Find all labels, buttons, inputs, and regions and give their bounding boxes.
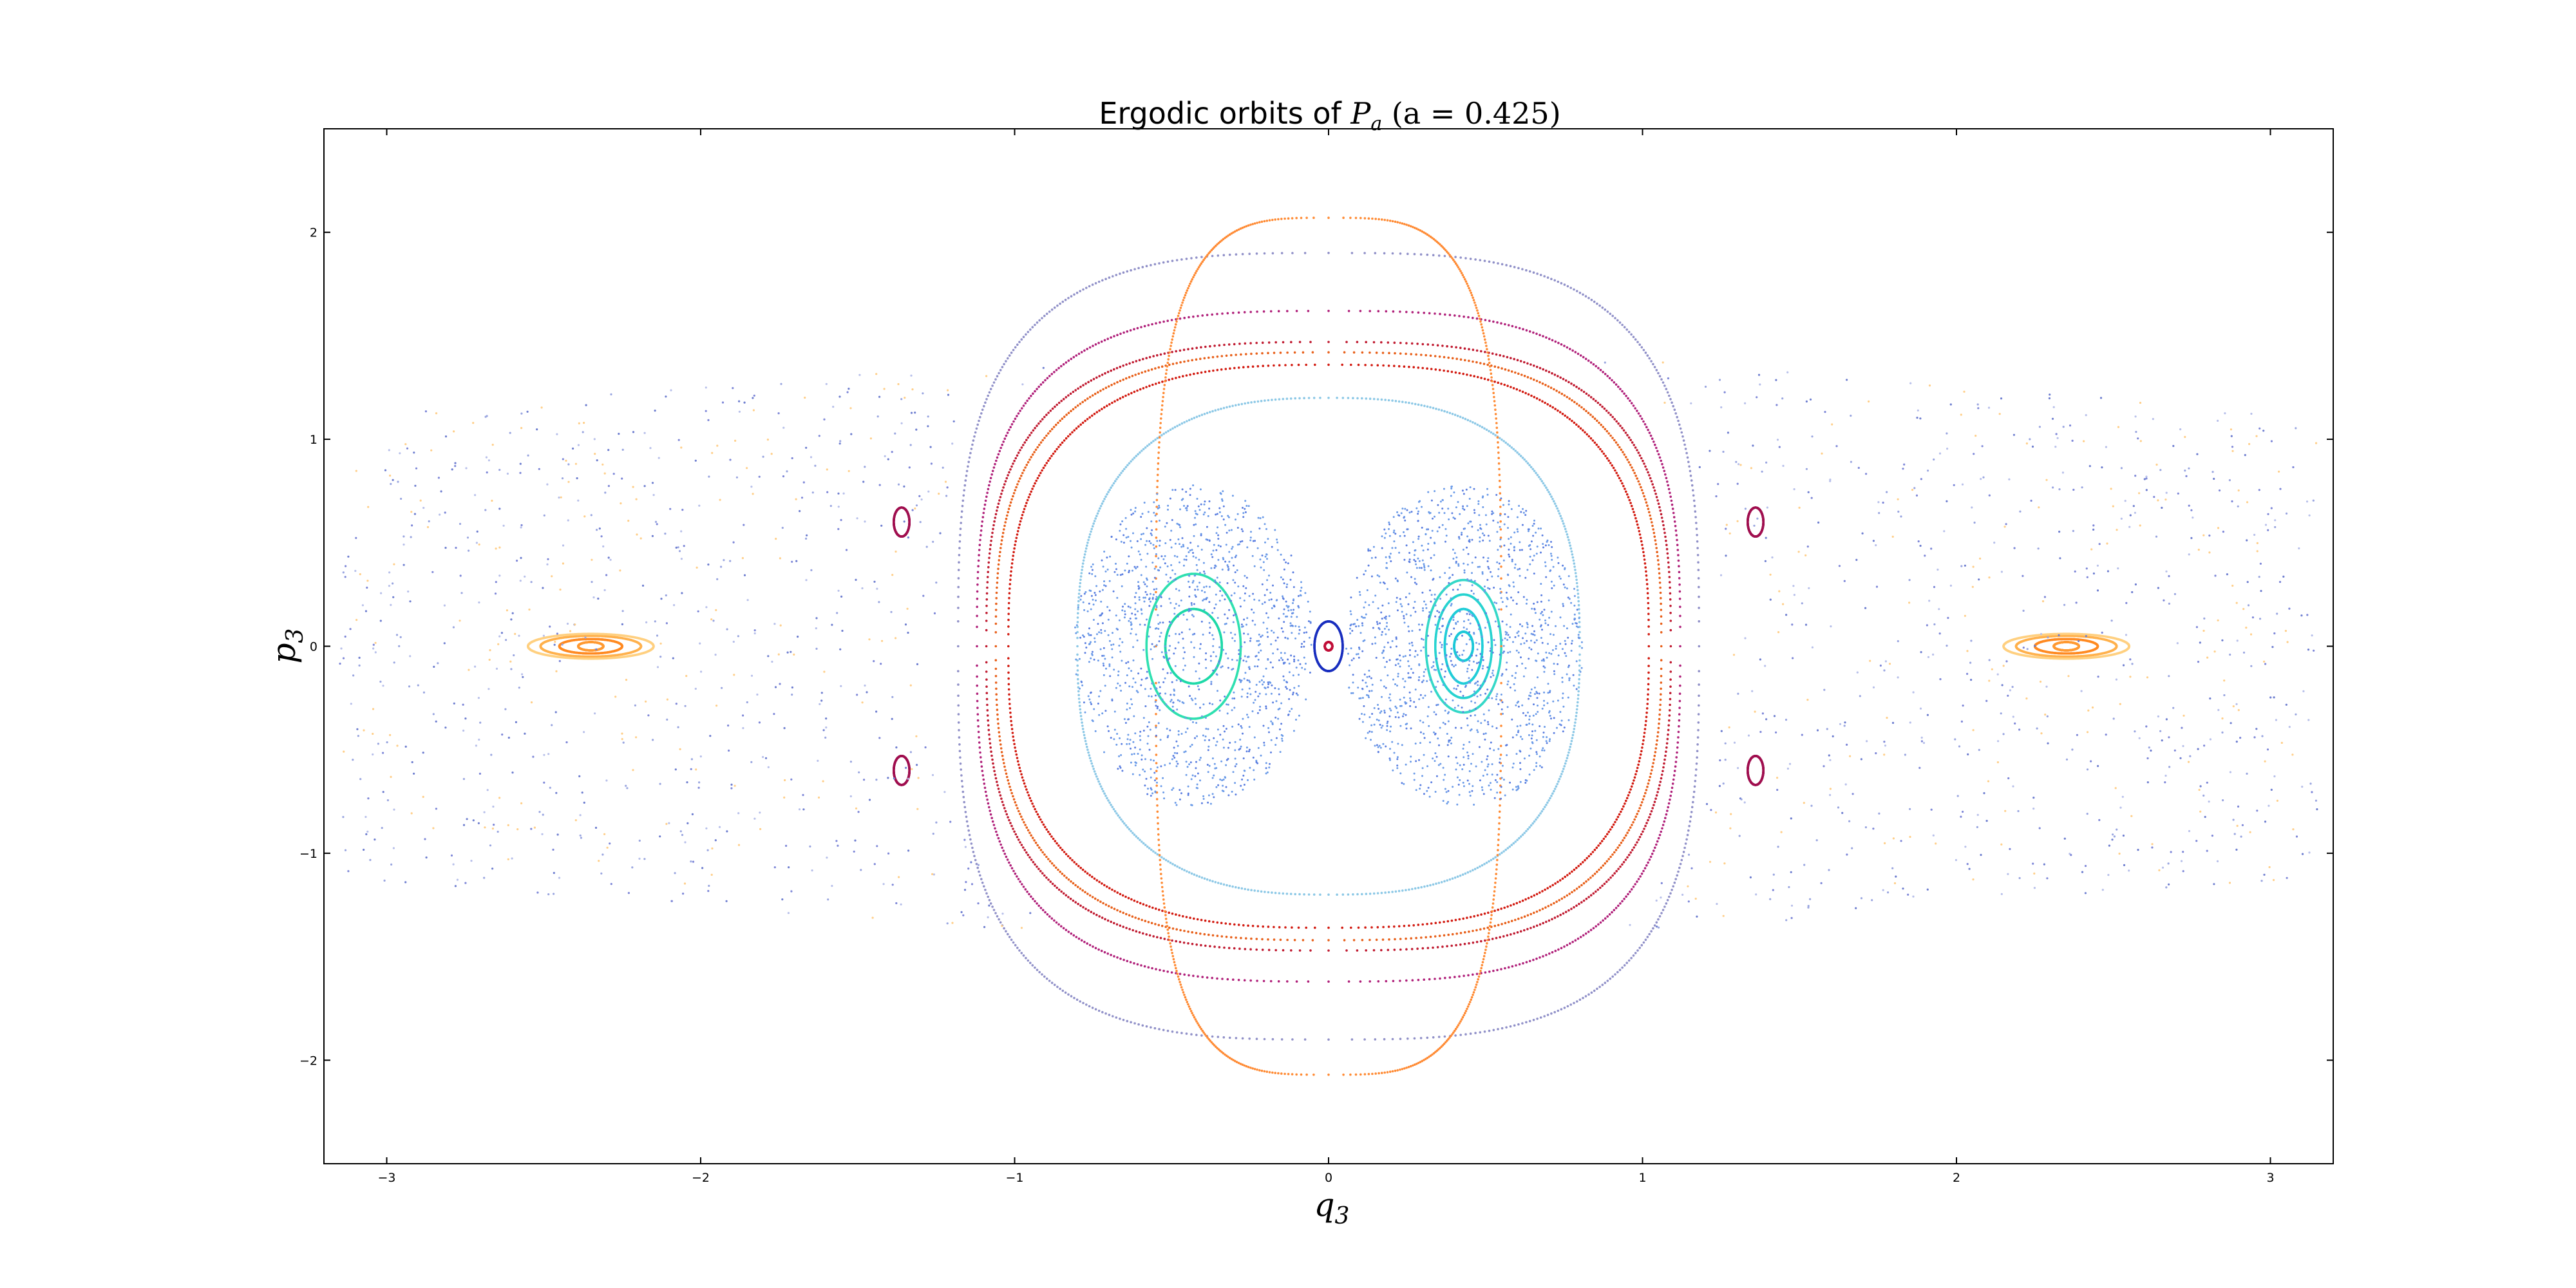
orbit-series-1	[1164, 607, 1224, 685]
chart-title-math-rest: (a = 0.425)	[1382, 96, 1560, 131]
chart-title-prefix: Ergodic orbits of	[1099, 96, 1350, 131]
orbit-point	[1472, 645, 1474, 648]
orbit-point	[1220, 645, 1223, 648]
orbit-point	[1481, 645, 1484, 648]
chart-title: Ergodic orbits of Pa (a = 0.425)	[1099, 96, 1560, 135]
chart-title-math-sub: a	[1370, 113, 1382, 135]
orbit-series-8	[1323, 641, 1334, 652]
orbit-series-9	[577, 641, 605, 652]
plot-area	[339, 216, 2318, 1076]
orbit-point	[1341, 645, 1344, 648]
orbit-series-2	[1145, 573, 1242, 720]
orbit-series-4	[1443, 607, 1484, 685]
orbit-series-7	[1313, 620, 1344, 672]
chart-title-math-var: P	[1350, 96, 1371, 131]
orbit-point	[1331, 645, 1334, 648]
orbit-point	[602, 645, 605, 648]
orbit-series-10	[558, 638, 623, 655]
